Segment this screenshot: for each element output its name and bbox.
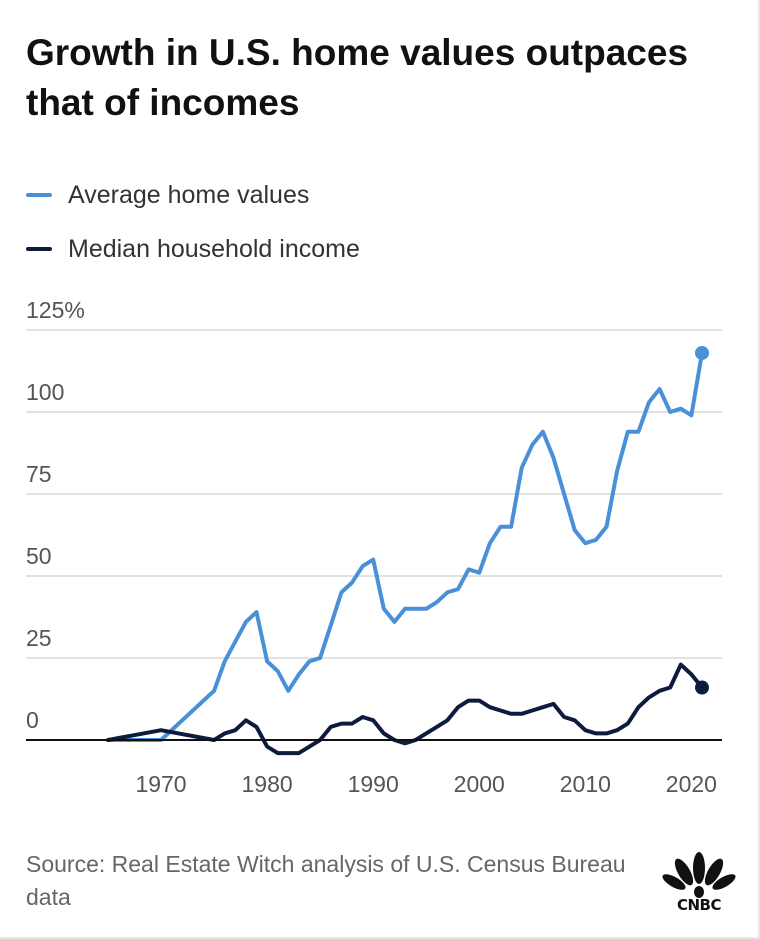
peacock-icon (662, 852, 736, 898)
source-note: Source: Real Estate Witch analysis of U.… (26, 851, 626, 910)
series-line-1 (106, 662, 704, 756)
y-tick-label-50: 50 (26, 543, 52, 569)
line-chart: 0 25 50 75 100 125% 1970 1980 1990 2000 2010 2020 (26, 297, 722, 797)
logo-text: CNBC (676, 896, 722, 914)
series-end-point-1 (695, 680, 709, 695)
series-line-0 (106, 351, 704, 742)
y-tick-label-100: 100 (26, 379, 64, 405)
legend-item-income: Median household income (26, 222, 360, 276)
legend: Average home values Median household inc… (26, 168, 360, 276)
y-tick-label-75: 75 (26, 461, 52, 487)
x-tick-label-1970: 1970 (135, 771, 186, 797)
x-tick-label-2020: 2020 (666, 771, 717, 797)
x-tick-label-1990: 1990 (348, 771, 399, 797)
legend-label-home-values: Average home values (68, 180, 310, 209)
x-tick-label-2010: 2010 (560, 771, 611, 797)
series-end-point-0 (695, 345, 709, 360)
x-tick-label-1980: 1980 (242, 771, 293, 797)
y-tick-label-125: 125% (26, 297, 85, 323)
legend-item-home-values: Average home values (26, 168, 360, 222)
y-tick-label-25: 25 (26, 625, 52, 651)
x-tick-label-2000: 2000 (454, 771, 505, 797)
cnbc-logo: CNBC (660, 850, 738, 914)
legend-swatch-home-values (26, 193, 52, 197)
y-tick-label-0: 0 (26, 707, 39, 733)
legend-swatch-income (26, 247, 52, 251)
legend-label-income: Median household income (68, 234, 360, 263)
chart-title: Growth in U.S. home values outpaces that… (26, 32, 689, 123)
